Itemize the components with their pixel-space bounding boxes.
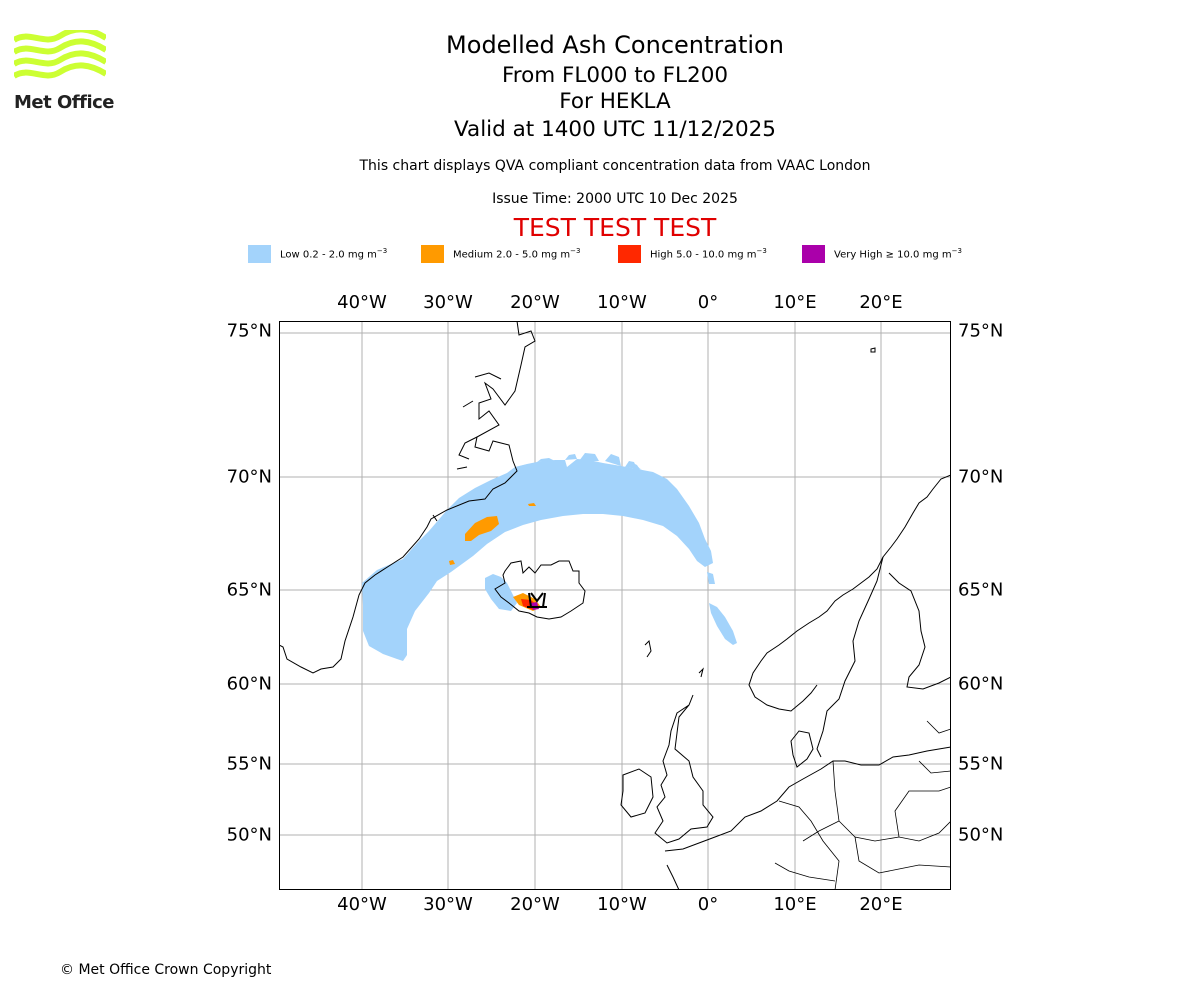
norway-coast xyxy=(748,474,951,712)
ash-low-bumps xyxy=(537,453,643,471)
greenland-east-coast xyxy=(279,321,536,674)
ash-medium-small-2 xyxy=(528,503,536,506)
lon-label-top-0: 0° xyxy=(697,292,719,313)
lat-label-right-55n: 55°N xyxy=(958,753,1004,775)
lat-label-right-70n: 70°N xyxy=(958,466,1004,488)
ireland-coast xyxy=(620,768,654,818)
lon-label-bottom-20e: 20°E xyxy=(859,894,903,915)
lat-label-left-70n: 70°N xyxy=(226,466,272,488)
ash-low-east-bit xyxy=(707,572,715,584)
lon-label-bottom-30w: 30°W xyxy=(423,894,473,915)
lat-label-right-60n: 60°N xyxy=(958,673,1004,695)
legend-label-medium: Medium 2.0 - 5.0 mg m xyxy=(453,249,571,261)
lon-label-top-30w: 30°W xyxy=(423,292,473,313)
ash-low-iceland-west xyxy=(485,574,517,611)
lat-label-left-55n: 55°N xyxy=(226,753,272,775)
legend-item-high: High 5.0 - 10.0 mg m−3 xyxy=(618,244,767,264)
lon-label-top-10e: 10°E xyxy=(773,292,817,313)
europe-coast xyxy=(664,746,951,890)
legend-swatch-low xyxy=(248,245,271,263)
legend-label-high: High 5.0 - 10.0 mg m xyxy=(650,249,757,261)
lon-label-bottom-20w: 20°W xyxy=(510,894,560,915)
lat-label-left-65n: 65°N xyxy=(226,579,272,601)
lon-label-bottom-0: 0° xyxy=(697,894,719,915)
greenland-fjords xyxy=(432,372,502,522)
lat-label-left-75n: 75°N xyxy=(226,320,272,342)
legend-swatch-very-high xyxy=(802,245,825,263)
faroe-islets xyxy=(644,639,704,678)
sweden-finland-coast xyxy=(816,556,951,758)
logo-wave xyxy=(14,62,106,79)
lon-label-top-40w: 40°W xyxy=(337,292,387,313)
ash-low-north-bit xyxy=(631,462,641,473)
logo-wave xyxy=(14,38,106,55)
lon-label-top-10w: 10°W xyxy=(597,292,647,313)
test-banner: TEST TEST TEST xyxy=(513,213,717,242)
lat-label-left-50n: 50°N xyxy=(226,824,272,846)
lat-label-right-75n: 75°N xyxy=(958,320,1004,342)
lon-label-bottom-10e: 10°E xyxy=(773,894,817,915)
iceland-coast xyxy=(494,560,586,620)
logo-wave xyxy=(14,30,106,43)
lat-label-right-50n: 50°N xyxy=(958,824,1004,846)
ash-low-norway-sea xyxy=(709,603,737,645)
ash-low-region xyxy=(362,453,737,661)
met-office-logo-text: Met Office xyxy=(14,92,115,113)
met-office-logo xyxy=(14,30,106,79)
valid-time: Valid at 1400 UTC 11/12/2025 xyxy=(453,117,776,142)
legend-label-very-high: Very High ≥ 10.0 mg m xyxy=(834,249,952,261)
lat-label-right-65n: 65°N xyxy=(958,579,1004,601)
lon-label-top-20w: 20°W xyxy=(510,292,560,313)
legend-label-low: Low 0.2 - 2.0 mg m xyxy=(280,249,377,261)
logo-wave xyxy=(14,50,106,67)
legend-swatch-medium xyxy=(421,245,444,263)
volcano-marker xyxy=(527,592,547,608)
lon-label-bottom-10w: 10°W xyxy=(597,894,647,915)
ash-concentration-map xyxy=(279,321,951,890)
copyright-notice: © Met Office Crown Copyright xyxy=(60,962,272,978)
country-borders xyxy=(774,720,951,890)
lon-label-top-20e: 20°E xyxy=(859,292,903,313)
chart-description: This chart displays QVA compliant concen… xyxy=(359,158,871,174)
ash-medium-small-1 xyxy=(449,560,455,565)
legend-item-very-high: Very High ≥ 10.0 mg m−3 xyxy=(802,244,962,264)
ash-medium-greenland-patch xyxy=(465,516,499,541)
chart-title: Modelled Ash Concentration xyxy=(446,31,784,59)
uk-coast xyxy=(654,694,714,844)
issue-time: Issue Time: 2000 UTC 10 Dec 2025 xyxy=(492,191,738,207)
flight-level-range: From FL000 to FL200 xyxy=(501,63,729,88)
svalbard-islet xyxy=(870,347,876,353)
denmark-coast xyxy=(790,730,814,768)
legend-item-medium: Medium 2.0 - 5.0 mg m−3 xyxy=(421,244,580,264)
legend-swatch-high xyxy=(618,245,641,263)
lat-label-left-60n: 60°N xyxy=(226,673,272,695)
lon-label-bottom-40w: 40°W xyxy=(337,894,387,915)
ash-low-main-plume xyxy=(362,459,713,661)
legend-item-low: Low 0.2 - 2.0 mg m−3 xyxy=(248,244,387,264)
coastlines xyxy=(279,321,951,890)
volcano-name: For HEKLA xyxy=(559,89,671,114)
